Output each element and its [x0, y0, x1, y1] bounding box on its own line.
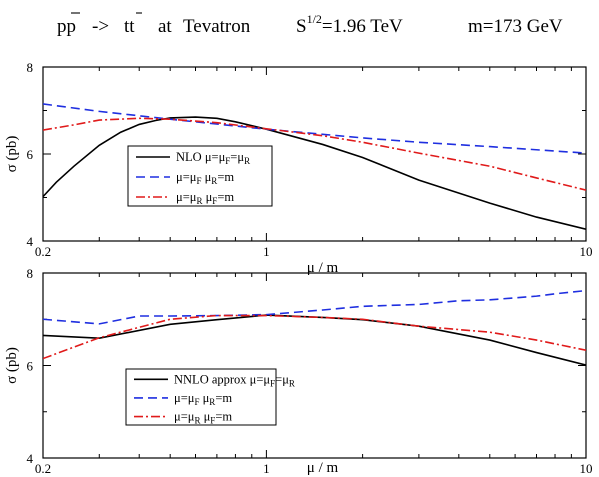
figure-title: pp -> tt at Tevatron S1/2=1.96 TeV m=173… — [57, 12, 563, 37]
legend-label-2: μ=μF μR=m — [176, 170, 234, 186]
y-axis-label: σ (pb) — [4, 136, 20, 173]
x-tick-label: 1 — [263, 244, 270, 259]
y-tick-label: 8 — [27, 266, 34, 281]
x-tick-label: 1 — [263, 461, 270, 476]
x-tick-label: 10 — [580, 461, 593, 476]
x-tick-label: 0.2 — [35, 244, 51, 259]
legend-box — [127, 145, 273, 207]
x-axis-label: μ / m — [307, 260, 339, 276]
y-tick-label: 6 — [27, 359, 34, 374]
legend-label-1: NLO μ=μF=μR — [176, 150, 250, 166]
series-line-3 — [43, 117, 586, 191]
title-pbar-p: pp — [57, 16, 76, 37]
y-tick-label: 8 — [27, 60, 34, 75]
title-arrow: -> — [92, 16, 109, 37]
y-tick-label: 4 — [27, 451, 34, 466]
plot-frame — [42, 66, 587, 242]
title-mass: m=173 GeV — [468, 16, 563, 37]
title-energy: S1/2=1.96 TeV — [296, 12, 403, 37]
title-at: at — [158, 16, 172, 37]
legend-label-3: μ=μR μF=m — [174, 410, 232, 426]
legend-label-2: μ=μF μR=m — [174, 391, 232, 407]
x-tick-label: 0.2 — [35, 461, 51, 476]
x-axis-label: μ / m — [307, 460, 339, 476]
legend-box — [125, 368, 277, 426]
legend-label-3: μ=μR μF=m — [176, 190, 234, 206]
title-collider: Tevatron — [183, 16, 251, 37]
nlo-panel: 0.2 1 10 4 6 8 μ / m σ (pb) NLO μ=μF=μR μ=μF μR=m… — [4, 60, 593, 276]
series-line-2 — [43, 103, 586, 154]
plot-frame — [42, 272, 587, 459]
nnlo-panel: 0.2 1 10 4 6 8 μ / m σ (pb) NNLO approx μ=μF=μR μ… — [4, 266, 593, 476]
series-line-1 — [43, 314, 586, 366]
y-tick-label: 6 — [27, 147, 34, 162]
series-line-2 — [43, 289, 586, 325]
x-tick-label: 10 — [580, 244, 593, 259]
y-tick-label: 4 — [27, 234, 34, 249]
y-axis-label: σ (pb) — [4, 347, 20, 384]
title-t-tbar: tt — [124, 16, 135, 37]
legend-label-1: NNLO approx μ=μF=μR — [174, 372, 295, 388]
series-line-3 — [43, 314, 586, 360]
series-line-1 — [43, 116, 586, 231]
